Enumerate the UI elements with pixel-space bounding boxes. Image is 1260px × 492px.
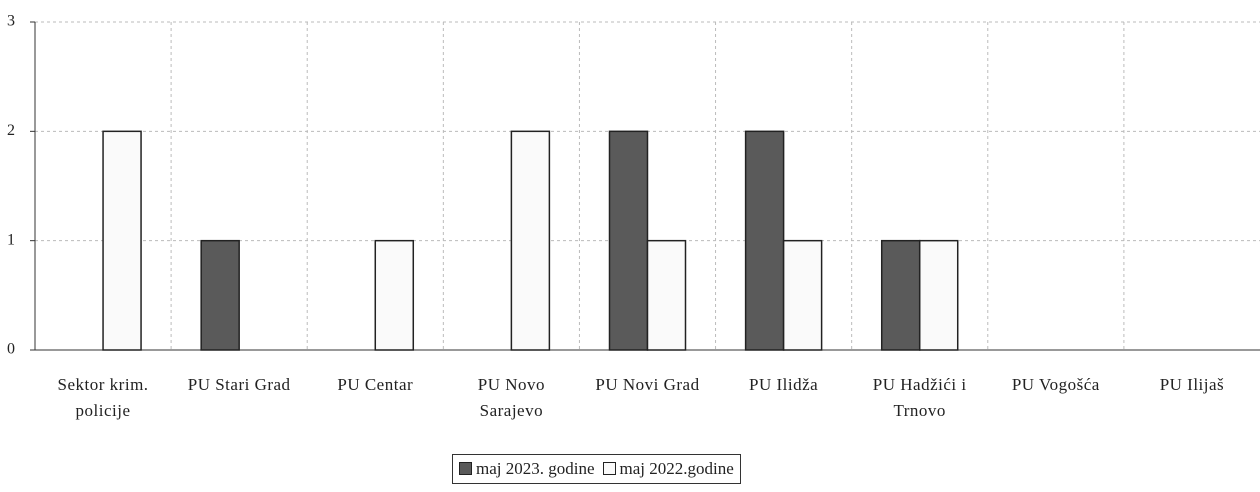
bar bbox=[918, 239, 959, 351]
x-tick-label: PU Ilijaš bbox=[1159, 375, 1225, 394]
bar bbox=[608, 130, 649, 351]
legend-item: maj 2023. godine bbox=[459, 459, 595, 479]
legend-swatch bbox=[459, 462, 472, 475]
y-tick-label: 2 bbox=[7, 122, 15, 139]
y-tick-label: 0 bbox=[7, 341, 15, 358]
x-tick-label: PU Novo Sarajevo bbox=[477, 375, 545, 420]
x-tick-label: PU Vogošća bbox=[1011, 375, 1100, 394]
y-tick-label: 1 bbox=[7, 231, 15, 248]
legend-swatch bbox=[602, 462, 616, 475]
legend-label: maj 2022.godine bbox=[619, 459, 734, 478]
bar bbox=[374, 239, 415, 351]
bar bbox=[744, 130, 785, 351]
bar bbox=[782, 239, 823, 351]
bar bbox=[200, 239, 240, 351]
legend: maj 2023. godine maj 2022.godine bbox=[452, 454, 741, 484]
x-tick-label: Sektor krim. policije bbox=[57, 375, 149, 420]
legend-item: maj 2022.godine bbox=[602, 459, 734, 479]
x-tick-label: PU Hadžići i Trnovo bbox=[872, 375, 967, 420]
x-tick-label: PU Stari Grad bbox=[187, 375, 291, 394]
bar bbox=[880, 239, 921, 351]
y-tick-label: 3 bbox=[7, 13, 15, 30]
legend-label: maj 2023. godine bbox=[476, 459, 595, 478]
x-tick-label: PU Ilidža bbox=[749, 375, 819, 394]
bar bbox=[510, 130, 551, 351]
x-tick-label: PU Centar bbox=[337, 375, 414, 394]
bar bbox=[102, 130, 142, 351]
x-tick-label: PU Novi Grad bbox=[595, 375, 700, 394]
bar bbox=[646, 239, 687, 351]
